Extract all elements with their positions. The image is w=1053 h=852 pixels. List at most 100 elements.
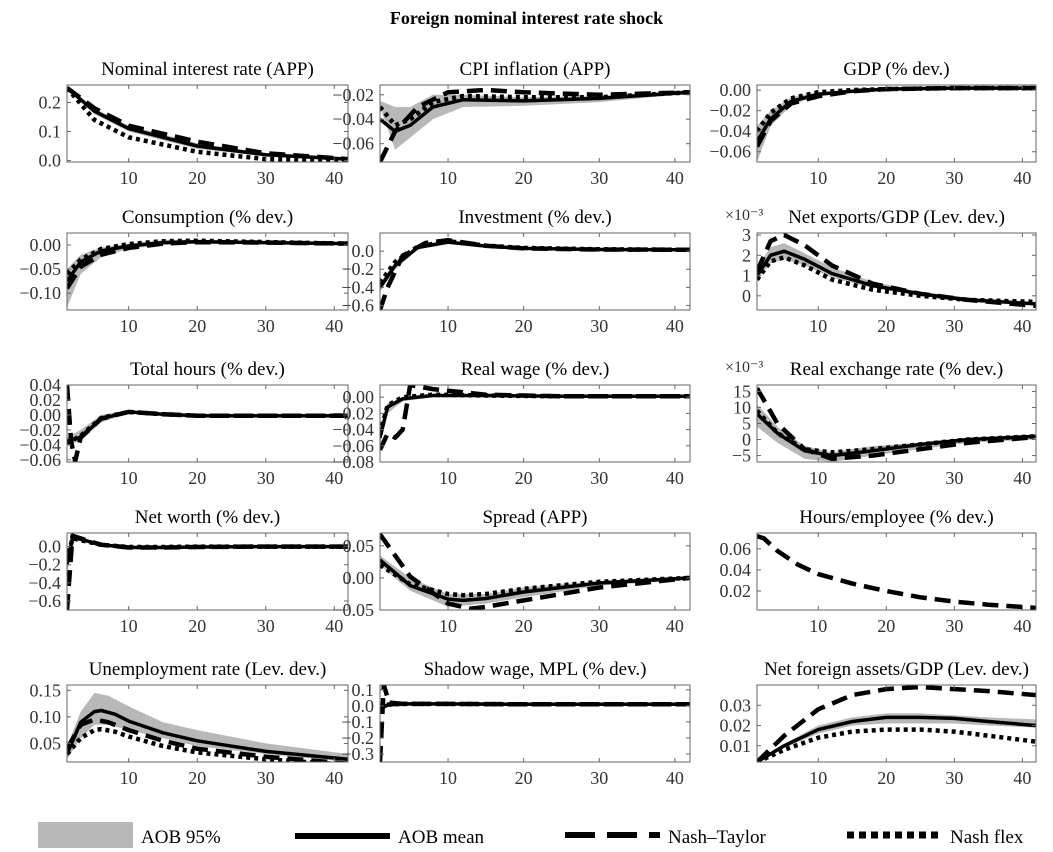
axes-box: [379, 384, 691, 463]
confidence-band: [67, 535, 348, 574]
axes-box: [66, 532, 349, 611]
y-tick-label: 1: [742, 266, 751, 286]
x-tick-label: 40: [666, 316, 684, 336]
axes-box: [66, 232, 349, 311]
x-tick-label: 10: [809, 168, 827, 188]
series-line-taylor: [67, 385, 348, 462]
confidence-band: [757, 713, 1036, 762]
y-tick-label: −0.4: [341, 277, 374, 297]
x-tick-label: 30: [590, 768, 608, 788]
x-tick-label: 40: [325, 168, 343, 188]
x-tick-label: 20: [877, 768, 895, 788]
axes-box: [379, 84, 691, 163]
y-tick-label: 0.03: [720, 695, 752, 715]
x-tick-label: 20: [877, 468, 895, 488]
x-tick-label: 20: [188, 468, 206, 488]
y-tick-label: 3: [742, 225, 751, 245]
y-tick-label: 0.02: [720, 581, 752, 601]
confidence-band: [67, 693, 348, 762]
subplot-title: Net exports/GDP (Lev. dev.): [788, 207, 1005, 228]
y-tick-label: −0.08: [332, 452, 374, 472]
subplot-8: Real exchange rate (% dev.)×10⁻³−5051015…: [725, 359, 1037, 488]
x-tick-label: 10: [809, 616, 827, 636]
x-tick-label: 30: [257, 468, 275, 488]
subplot-12: Unemployment rate (Lev. dev.) 0.05 0.10 0.1…: [30, 659, 349, 788]
y-tick-label: 0.15: [30, 680, 62, 700]
axes-box: [756, 232, 1037, 311]
x-tick-label: 30: [590, 616, 608, 636]
series-line-flex: [380, 563, 690, 598]
axes-box: [379, 684, 691, 763]
x-tick-label: 40: [1013, 168, 1031, 188]
x-tick-label: 20: [877, 616, 895, 636]
y-tick-label: −0.3: [341, 744, 374, 764]
legend-swatch-flex: [847, 831, 942, 839]
y-tick-label: 0.10: [30, 707, 62, 727]
axes-box: [756, 684, 1037, 763]
subplot-title: Real wage (% dev.): [461, 359, 610, 380]
y-tick-label: 0.0: [39, 537, 62, 557]
y-tick-label: −0.06: [332, 436, 374, 456]
y-tick-label: 0.02: [720, 716, 752, 736]
confidence-band: [380, 89, 690, 150]
series-line-mean: [67, 535, 348, 566]
x-tick-label: 20: [515, 168, 533, 188]
x-tick-label: 10: [120, 168, 138, 188]
y-tick-label: −0.05: [19, 259, 61, 279]
y-tick-label: 0.04: [30, 375, 62, 395]
legend-swatch-band: [38, 822, 133, 848]
y-tick-label: 5: [742, 414, 751, 434]
y-tick-label: 0.2: [39, 92, 62, 112]
y-tick-label: −0.04: [332, 109, 374, 129]
figure-title: Foreign nominal interest rate shock: [389, 8, 664, 28]
subplot-3: Consumption (% dev.) −0.10 −0.05 0.00 10 20 30…: [19, 207, 349, 336]
series-line-taylor: [757, 233, 1036, 309]
y-tick-label: 0.04: [720, 560, 752, 580]
x-tick-label: 10: [439, 616, 457, 636]
subplot-4: Investment (% dev.) −0.6−0.4−0.20.0 10 20 30…: [341, 207, 691, 336]
y-tick-label: 15: [733, 381, 751, 401]
y-tick-label: 0.01: [720, 736, 752, 756]
plot-area: [757, 387, 1036, 462]
series-line-flex: [757, 409, 1036, 455]
y-tick-label: 2: [742, 245, 751, 265]
series-line-flex: [67, 238, 348, 276]
subplot-title: Investment (% dev.): [458, 207, 611, 228]
series-line-flex: [67, 726, 342, 762]
legend-label-band: AOB 95%: [141, 827, 221, 848]
series-line-mean: [67, 708, 348, 762]
x-tick-label: 40: [1013, 316, 1031, 336]
series-line-taylor: [67, 86, 348, 162]
x-tick-label: 40: [325, 316, 343, 336]
x-tick-label: 30: [590, 168, 608, 188]
x-tick-label: 10: [120, 316, 138, 336]
x-tick-label: 40: [325, 468, 343, 488]
y-tick-label: −0.02: [332, 403, 374, 423]
series-line-flex: [757, 255, 1036, 305]
y-tick-label: 0.05: [30, 733, 62, 753]
y-tick-label: 0.0: [39, 151, 62, 171]
legend-swatch-mean: [295, 833, 390, 839]
y-tick-label: 0.00: [343, 387, 375, 407]
x-tick-label: 30: [945, 316, 963, 336]
x-tick-label: 10: [809, 316, 827, 336]
plot-area: [67, 238, 348, 308]
x-tick-label: 40: [666, 616, 684, 636]
y-tick-label: −0.1: [341, 712, 374, 732]
legend-label-mean: AOB mean: [398, 827, 485, 848]
y-tick-label: 0.1: [39, 121, 62, 141]
y-tick-label: −0.02: [19, 420, 61, 440]
series-line-flex: [67, 409, 348, 446]
x-tick-label: 40: [325, 616, 343, 636]
axes-box: [66, 684, 349, 763]
series-line-flex: [67, 86, 348, 162]
plot-area: [67, 385, 348, 462]
x-tick-label: 10: [439, 768, 457, 788]
plot-area: [380, 87, 690, 162]
y-tick-label: −5: [732, 446, 751, 466]
x-tick-label: 10: [439, 168, 457, 188]
series-line-taylor: [380, 237, 690, 310]
series-line-flex: [757, 727, 1036, 762]
y-tick-label: 0.0: [352, 241, 375, 261]
x-tick-label: 40: [1013, 616, 1031, 636]
